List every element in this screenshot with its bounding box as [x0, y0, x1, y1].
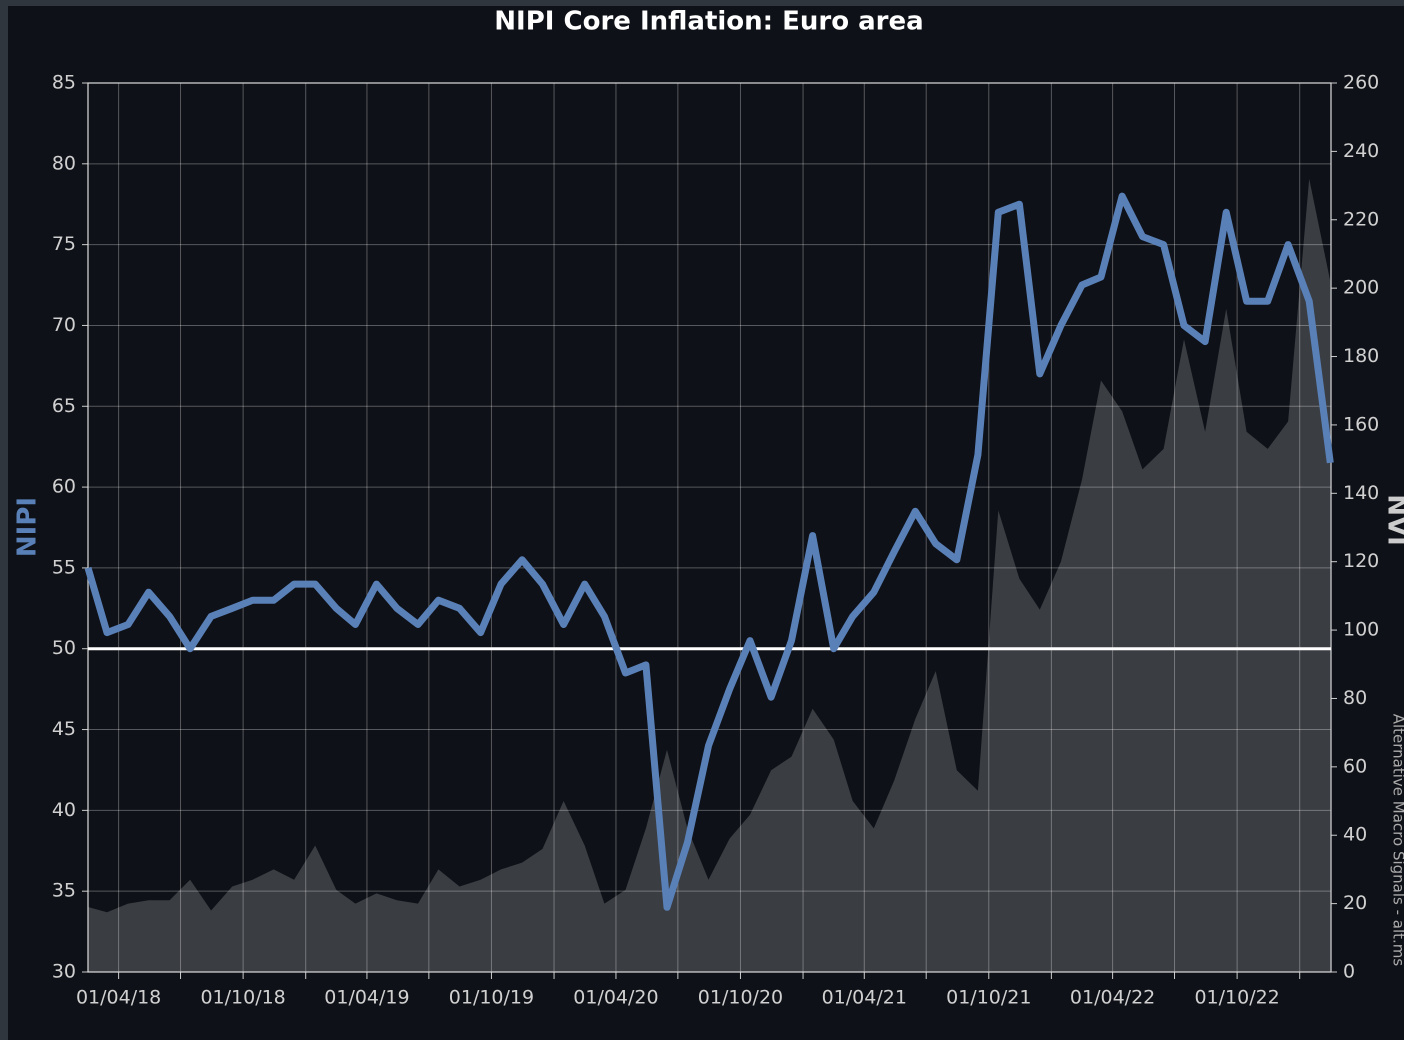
- y-tick-label: 60: [52, 476, 76, 498]
- y-axis-label: NIPI: [13, 497, 43, 557]
- y-tick-label: 30: [52, 961, 76, 983]
- y2-tick-label: 140: [1343, 482, 1379, 504]
- y2-tick-label: 240: [1343, 140, 1379, 162]
- source-note: Alternative Macro Signals - alt.ms: [1390, 714, 1404, 967]
- y-tick-label: 35: [52, 880, 76, 902]
- y2-tick-label: 200: [1343, 277, 1379, 299]
- area: [88, 178, 1331, 972]
- line: [84, 192, 1334, 911]
- x-tick-label: 01/04/18: [76, 987, 161, 1009]
- x-tick-label: 01/04/22: [1070, 987, 1155, 1009]
- x-tick-label: 01/04/20: [573, 987, 658, 1009]
- y-tick-label: 75: [52, 233, 76, 255]
- y2-tick-label: 60: [1343, 755, 1367, 777]
- x-tick-label: 01/10/22: [1194, 987, 1279, 1009]
- y2-tick-label: 80: [1343, 687, 1367, 709]
- y-tick-label: 40: [52, 799, 76, 821]
- x-tick-label: 01/10/19: [449, 987, 534, 1009]
- y2-tick-label: 160: [1343, 413, 1379, 435]
- y-tick-label: 55: [52, 556, 76, 578]
- y2-tick-label: 120: [1343, 550, 1379, 572]
- y2-tick-label: 180: [1343, 345, 1379, 367]
- y2-tick-label: 220: [1343, 208, 1379, 230]
- y2-tick-label: 0: [1343, 961, 1355, 983]
- y2-axis-label: NVI: [1382, 494, 1404, 546]
- y2-tick-label: 100: [1343, 619, 1379, 641]
- y-tick-label: 85: [52, 72, 76, 94]
- plot-frame: [87, 82, 1332, 973]
- y-tick-label: 65: [52, 395, 76, 417]
- y2-tick-label: 20: [1343, 892, 1367, 914]
- y-tick-label: 50: [52, 637, 76, 659]
- x-tick-label: 01/10/18: [200, 987, 285, 1009]
- x-tick-label: 01/04/19: [324, 987, 409, 1009]
- y-tick-label: 70: [52, 314, 76, 336]
- chart-title: NIPI Core Inflation: Euro area: [494, 7, 923, 37]
- x-tick-label: 01/04/21: [822, 987, 907, 1009]
- x-tick-label: 01/10/21: [946, 987, 1031, 1009]
- y2-tick-label: 260: [1343, 72, 1379, 94]
- y2-tick-label: 40: [1343, 824, 1367, 846]
- y-tick-label: 45: [52, 718, 76, 740]
- y-tick-label: 80: [52, 152, 76, 174]
- x-tick-label: 01/10/20: [698, 987, 783, 1009]
